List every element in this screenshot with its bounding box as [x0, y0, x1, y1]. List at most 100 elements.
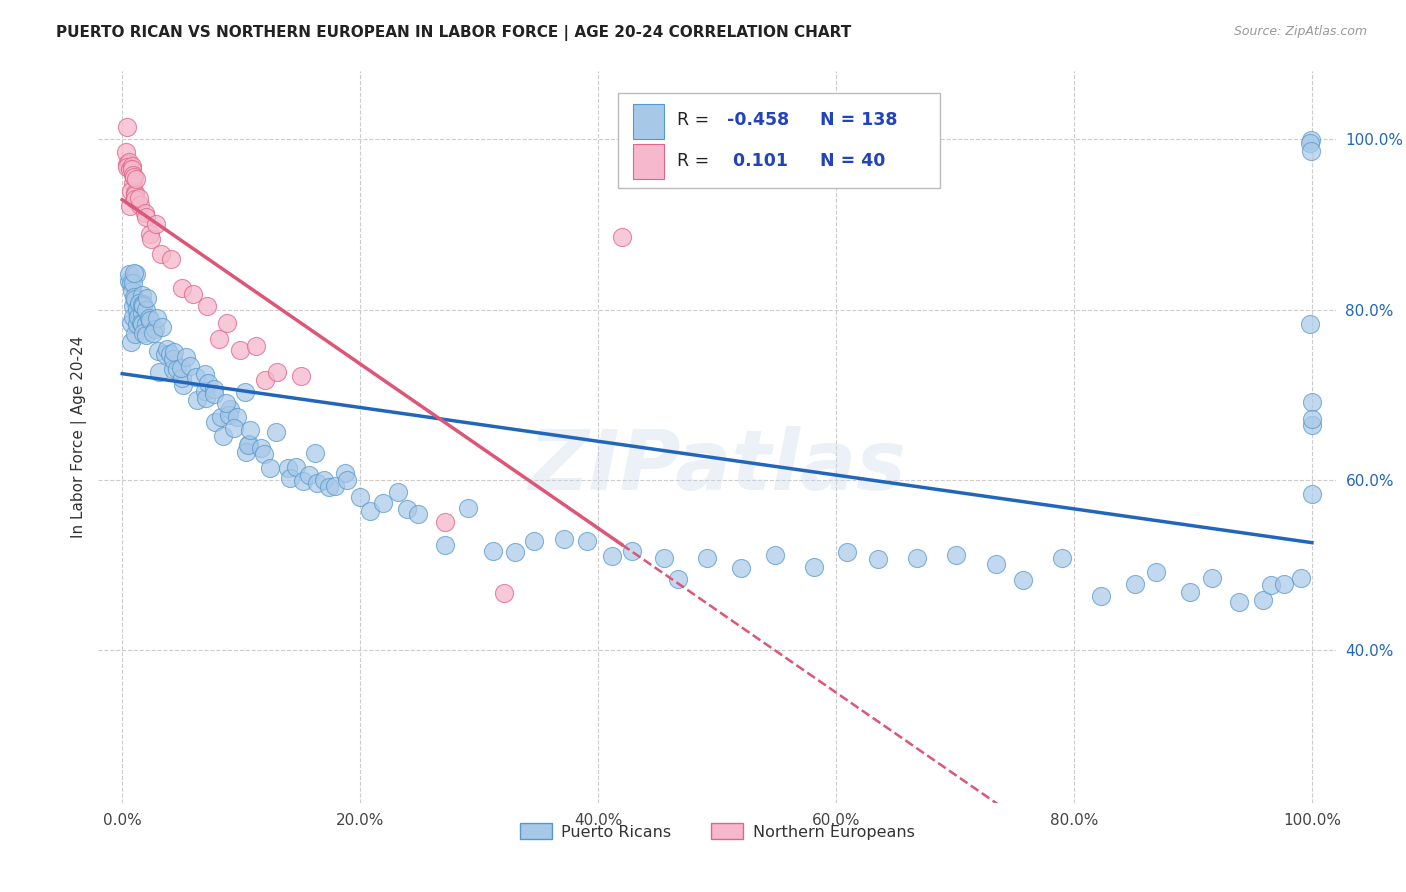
Point [128, 295, 150, 310]
Point [156, 342, 179, 356]
Point [945, 548, 967, 562]
Point [290, 368, 312, 383]
Point [984, 558, 1007, 572]
Point [318, 480, 340, 494]
Point [333, 466, 356, 480]
Point [602, 549, 624, 563]
Point [730, 560, 752, 574]
Point [125, 317, 148, 331]
Point [1050, 551, 1073, 566]
Point [610, 229, 633, 244]
Point [224, 421, 246, 435]
Point [523, 534, 546, 549]
Text: N = 138: N = 138 [820, 112, 897, 129]
Point [132, 297, 155, 311]
Point [125, 268, 148, 282]
Point [122, 170, 145, 185]
Point [233, 384, 256, 399]
Point [132, 299, 155, 313]
Point [298, 467, 321, 482]
Point [238, 437, 260, 451]
Point [492, 585, 515, 599]
Point [217, 317, 239, 331]
Point [115, 160, 138, 174]
Point [121, 169, 143, 183]
Point [218, 402, 240, 417]
Point [763, 548, 786, 562]
Point [433, 515, 456, 529]
Point [503, 545, 526, 559]
Point [218, 408, 240, 422]
Point [150, 320, 173, 334]
Point [162, 361, 184, 376]
Point [1260, 578, 1282, 592]
Point [146, 343, 169, 358]
Point [266, 425, 288, 440]
Point [172, 371, 194, 385]
Point [131, 316, 153, 330]
Point [124, 293, 146, 307]
Point [120, 185, 142, 199]
Point [120, 335, 142, 350]
Point [323, 479, 346, 493]
Point [212, 429, 235, 443]
Point [124, 192, 146, 206]
Point [131, 287, 153, 301]
Point [120, 161, 142, 176]
Point [620, 543, 643, 558]
Point [194, 384, 217, 398]
Point [131, 306, 153, 320]
Point [253, 447, 276, 461]
Point [146, 311, 169, 326]
Point [124, 295, 146, 310]
Point [195, 300, 218, 314]
Point [166, 361, 188, 376]
Point [652, 550, 675, 565]
Point [138, 311, 160, 326]
Point [245, 339, 267, 353]
Point [159, 252, 181, 266]
Point [305, 476, 328, 491]
Point [136, 291, 159, 305]
Text: ZIPatlas: ZIPatlas [529, 425, 905, 507]
Y-axis label: In Labor Force | Age 20-24: In Labor Force | Age 20-24 [72, 336, 87, 538]
Point [135, 210, 157, 224]
Point [139, 227, 162, 241]
Point [235, 445, 257, 459]
Point [121, 159, 143, 173]
Point [254, 373, 277, 387]
Point [118, 155, 141, 169]
Point [118, 199, 141, 213]
Point [125, 301, 148, 316]
Point [239, 423, 262, 437]
Point [172, 378, 194, 392]
Point [1272, 577, 1295, 591]
Point [125, 317, 148, 331]
Point [135, 303, 157, 318]
Point [278, 471, 301, 485]
Point [124, 289, 146, 303]
Point [127, 310, 149, 324]
Point [120, 316, 142, 330]
Legend: Puerto Ricans, Northern Europeans: Puerto Ricans, Northern Europeans [513, 817, 921, 846]
Point [1227, 595, 1250, 609]
Point [349, 490, 371, 504]
Point [1289, 571, 1312, 585]
Point [139, 313, 162, 327]
Point [121, 161, 143, 176]
Point [204, 416, 226, 430]
Point [134, 318, 156, 332]
Point [1090, 589, 1112, 603]
Text: 0.101: 0.101 [727, 152, 787, 169]
Point [336, 473, 359, 487]
Point [141, 232, 163, 246]
Point [134, 206, 156, 220]
Point [1178, 585, 1201, 599]
Point [194, 367, 217, 381]
Point [125, 172, 148, 186]
FancyBboxPatch shape [633, 144, 664, 179]
Point [172, 281, 194, 295]
Point [553, 532, 575, 546]
Point [197, 376, 219, 391]
Point [125, 308, 148, 322]
